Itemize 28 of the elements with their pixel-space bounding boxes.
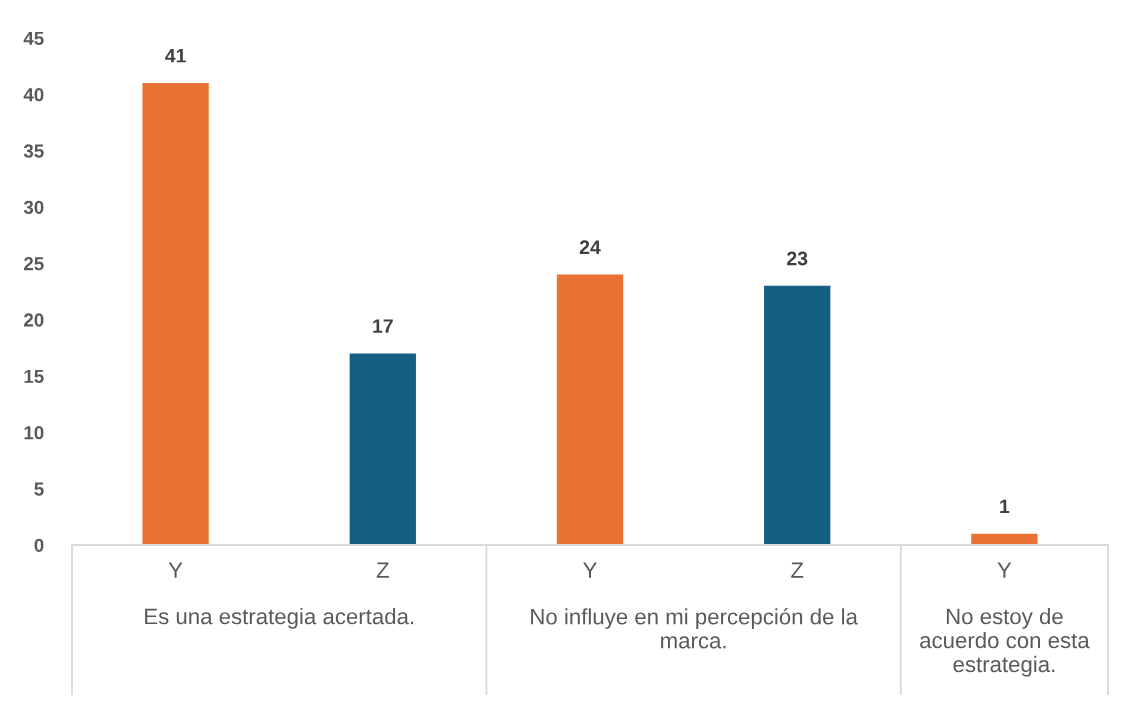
x-tick-label: Y <box>583 562 597 578</box>
x-tick-label: Y <box>997 562 1012 578</box>
bar <box>764 285 831 545</box>
x-tick-label: Z <box>376 562 389 578</box>
bar <box>556 274 624 545</box>
y-tick-label: 20 <box>24 313 44 327</box>
data-label: 1 <box>1000 499 1010 514</box>
data-label: 17 <box>373 319 393 333</box>
text: Es una estrategia acertada. <box>145 608 414 629</box>
x-tick-label: Y <box>168 562 183 578</box>
text: No influye en mi percepción de la marca. <box>531 608 858 649</box>
y-tick-label: 25 <box>24 257 44 271</box>
bar <box>349 353 416 545</box>
bar <box>971 533 1038 545</box>
y-tick-label: 30 <box>23 200 44 214</box>
data-label: 23 <box>787 251 808 266</box>
y-tick-label: 35 <box>23 144 44 158</box>
y-tick-label: 5 <box>34 482 44 496</box>
text: No estoy de acuerdo con esta estrategia. <box>920 608 1090 677</box>
y-tick-label: 0 <box>34 538 44 552</box>
x-tick-label: Z <box>791 562 804 578</box>
y-tick-label: 15 <box>24 369 44 383</box>
y-tick-label: 10 <box>24 426 44 440</box>
bar <box>142 83 209 545</box>
y-tick-label: 45 <box>23 31 44 45</box>
data-label: 41 <box>165 48 186 63</box>
y-tick-label: 40 <box>23 88 44 102</box>
data-label: 24 <box>579 240 601 254</box>
